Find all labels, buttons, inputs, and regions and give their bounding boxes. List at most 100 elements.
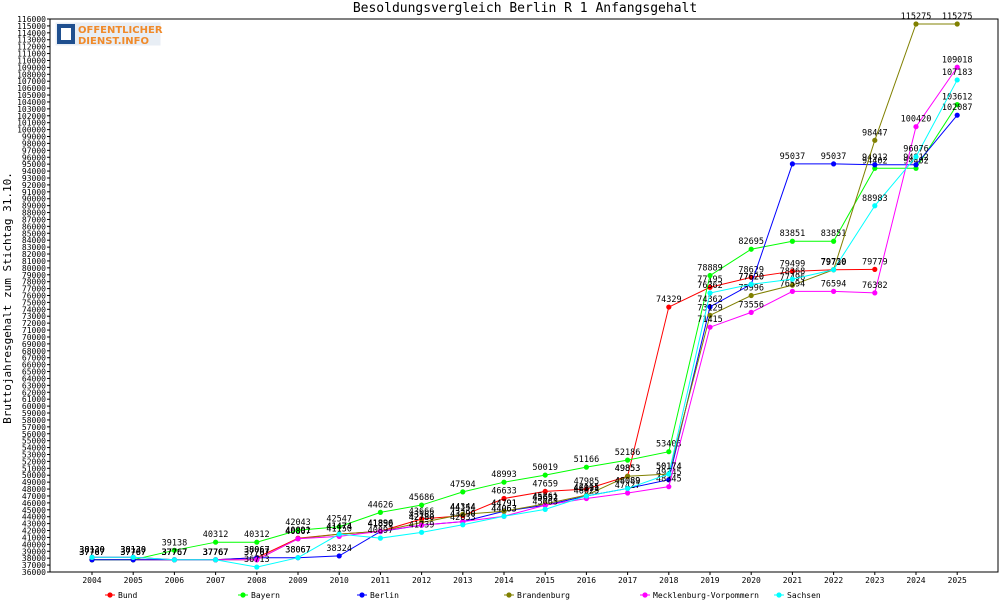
data-point	[831, 267, 837, 273]
data-label: 37767	[120, 548, 146, 558]
data-label: 53403	[656, 440, 682, 450]
data-point	[954, 102, 960, 108]
data-label: 37767	[244, 548, 270, 558]
data-label: 37767	[162, 548, 188, 558]
data-point	[625, 457, 631, 463]
data-label: 40312	[244, 530, 270, 540]
data-point	[625, 485, 631, 492]
data-point	[748, 274, 754, 280]
data-label: 44344	[450, 502, 476, 512]
x-tick-label: 2011	[371, 576, 390, 585]
data-point	[377, 535, 383, 541]
data-point	[336, 531, 342, 537]
data-label: 75996	[738, 284, 764, 294]
y-tick-label: 79000	[22, 271, 46, 280]
data-label: 41896	[368, 519, 394, 529]
legend-marker	[506, 592, 512, 598]
data-label: 43666	[409, 507, 435, 517]
series-berlin: 37767 37767 37767 37767 38067 38067 3832441850…	[79, 103, 973, 563]
logo-line1: OFFENTLICHER	[78, 25, 163, 36]
data-point	[666, 484, 672, 490]
data-point	[707, 272, 713, 279]
data-point	[625, 490, 631, 496]
y-tick-label: 78000	[22, 278, 46, 287]
x-tick-label: 2015	[536, 576, 555, 585]
data-label: 37767	[203, 548, 229, 558]
data-point	[583, 493, 590, 499]
data-label: 95037	[780, 152, 806, 162]
y-tick-label: 70000	[22, 333, 46, 342]
data-label: 78889	[697, 264, 723, 274]
legend-marker	[642, 592, 648, 598]
data-point	[831, 161, 837, 167]
legend-label: Sachsen	[787, 591, 821, 600]
data-point	[707, 312, 713, 318]
y-tick-label: 88000	[22, 209, 46, 218]
y-tick-label: 86000	[22, 222, 46, 231]
data-label: 94402	[862, 156, 888, 166]
data-label: 45861	[532, 492, 558, 502]
y-tick-label: 52000	[22, 457, 46, 466]
y-tick-label: 40000	[22, 540, 46, 549]
y-tick-label: 61000	[22, 395, 46, 404]
legend-entry: Bayern	[238, 591, 280, 600]
data-label: 42833	[450, 513, 476, 523]
data-point	[377, 509, 383, 515]
data-label: 73556	[738, 300, 764, 310]
data-label: 77620	[738, 272, 764, 282]
y-tick-label: 56000	[22, 430, 46, 439]
data-point	[789, 282, 796, 288]
logo: OFFENTLICHER DIENST.INFO	[54, 21, 163, 47]
y-tick-label: 45000	[22, 506, 46, 515]
x-tick-label: 2007	[206, 576, 225, 585]
legend-marker	[107, 592, 113, 598]
data-label: 38067	[285, 546, 311, 556]
data-point	[831, 288, 837, 294]
data-label: 88983	[862, 194, 888, 204]
data-point	[666, 449, 672, 455]
data-point	[542, 472, 548, 478]
data-point	[707, 284, 713, 290]
data-point	[460, 511, 466, 517]
y-tick-label: 74000	[22, 305, 46, 314]
data-label: 79779	[862, 257, 888, 267]
data-label: 102087	[942, 103, 973, 113]
data-point	[789, 268, 796, 274]
data-point	[89, 554, 95, 560]
data-point	[171, 547, 177, 553]
y-tick-label: 85000	[22, 229, 46, 238]
y-tick-label: 69000	[22, 340, 46, 349]
data-label: 107183	[942, 68, 973, 78]
y-tick-label: 106000	[17, 84, 46, 93]
y-tick-label: 47000	[22, 492, 46, 501]
data-label: 47985	[574, 477, 600, 487]
data-label: 44626	[368, 500, 394, 510]
data-label: 103612	[942, 93, 973, 103]
y-tick-label: 107000	[17, 77, 46, 86]
data-label: 37767	[203, 548, 229, 558]
data-label: 48345	[656, 475, 682, 485]
y-tick-label: 93000	[22, 174, 46, 183]
data-label: 74362	[697, 295, 723, 305]
data-point	[419, 522, 425, 528]
y-tick-label: 89000	[22, 202, 46, 211]
series-line	[92, 104, 958, 561]
data-point	[872, 137, 878, 143]
data-label: 38130	[79, 545, 105, 555]
data-label: 37767	[120, 548, 146, 558]
y-tick-label: 98000	[22, 139, 46, 148]
series-line	[92, 23, 958, 561]
data-point	[954, 112, 960, 118]
y-tick-label: 91000	[22, 188, 46, 197]
data-point	[789, 161, 796, 167]
data-label: 76362	[697, 281, 723, 291]
data-label: 46991	[574, 484, 600, 494]
y-tick-label: 84000	[22, 236, 46, 245]
data-label: 37767	[203, 548, 229, 558]
data-label: 51166	[574, 455, 600, 465]
y-tick-label: 94000	[22, 167, 46, 176]
legend-marker	[359, 592, 365, 598]
y-tick-label: 87000	[22, 215, 46, 224]
x-tick-label: 2004	[82, 576, 101, 585]
